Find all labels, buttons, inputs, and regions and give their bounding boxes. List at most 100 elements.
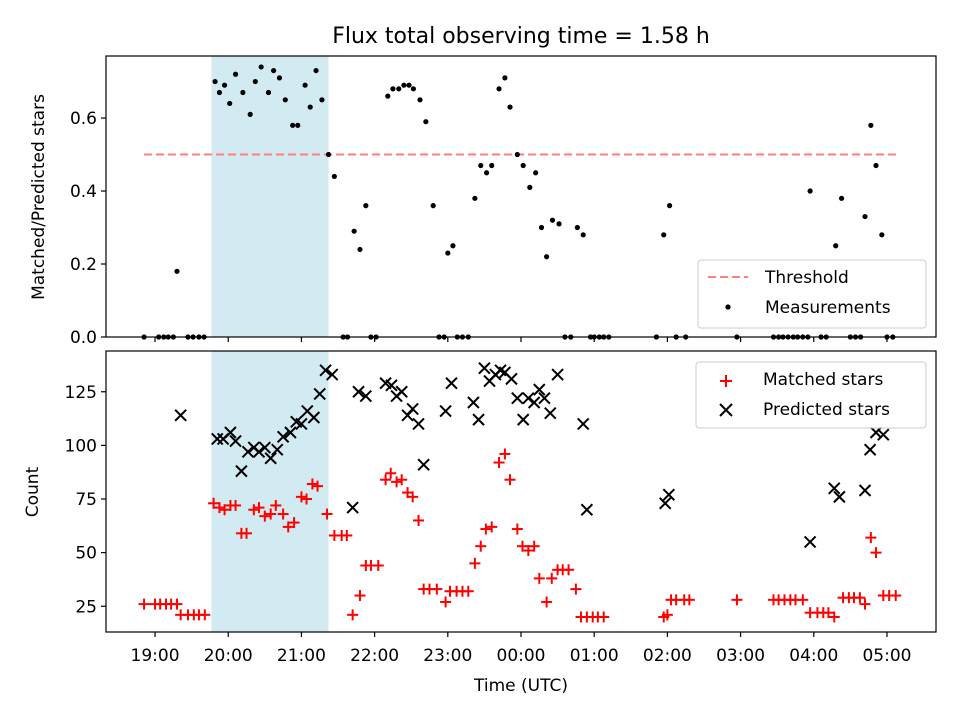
predicted-point [224, 426, 237, 439]
matched-point [731, 594, 743, 606]
measurement-point [533, 170, 539, 176]
predicted-point [406, 402, 419, 416]
matched-point [469, 557, 481, 569]
predicted-point [235, 464, 248, 478]
matched-point [396, 474, 408, 486]
predicted-point [544, 406, 557, 420]
measurement-point [478, 162, 484, 169]
matched-point [138, 598, 150, 610]
measurement-point [450, 243, 456, 249]
measurement-point [313, 67, 319, 74]
x-tick-label: 04:00 [789, 646, 838, 666]
predicted-point [533, 383, 546, 396]
predicted-point [662, 488, 676, 501]
x-tick-label: 05:00 [862, 646, 911, 666]
series-matched-stars [138, 448, 902, 623]
measurement-point [221, 82, 228, 88]
predicted-point [295, 417, 308, 431]
series-predicted-stars [174, 361, 890, 549]
predicted-point [241, 445, 255, 459]
predicted-point [417, 458, 430, 471]
measurement-point [363, 203, 369, 209]
matched-point [306, 478, 318, 490]
matched-point [865, 532, 877, 544]
count-panel: 25 50 75 100 125 19:00 20:00 21:00 22:00 23:00 00:… [65, 350, 937, 666]
predicted-point [252, 445, 266, 459]
predicted-point [877, 428, 890, 441]
predicted-point [346, 501, 359, 514]
y-tick-label: 100 [65, 436, 97, 456]
y-tick-label: 0.4 [70, 182, 97, 202]
predicted-point [313, 387, 326, 401]
x-tick-label: 21:00 [277, 646, 326, 666]
measurement-point [401, 82, 407, 88]
measurement-point [216, 89, 223, 96]
legend-matched-label: Matched stars [763, 370, 883, 390]
predicted-point [551, 368, 564, 381]
predicted-point [271, 443, 284, 456]
predicted-point [445, 376, 458, 390]
measurement-point [527, 184, 533, 190]
measurement-point [410, 86, 417, 92]
legend-matched-swatch [720, 375, 732, 387]
measurement-point [549, 217, 556, 223]
measurement-point [258, 64, 264, 70]
matched-point [413, 514, 425, 526]
measurement-point [232, 71, 239, 77]
x-tick-label: 02:00 [643, 646, 692, 666]
measurement-point [265, 89, 272, 96]
matched-point [546, 572, 558, 584]
matched-point [230, 499, 242, 511]
matched-point [385, 467, 397, 479]
measurement-point [661, 232, 667, 238]
predicted-point [284, 426, 297, 439]
legend-ratio-box [697, 259, 927, 329]
measurement-point [331, 173, 337, 180]
measurement-point [247, 111, 253, 117]
shaded-span [211, 56, 329, 337]
x-tick-label: 23:00 [423, 646, 472, 666]
matched-point [265, 508, 277, 520]
measurement-point [507, 104, 513, 110]
matched-point [440, 596, 452, 608]
measurement-point [319, 97, 325, 103]
y-tick-label: 0.0 [70, 328, 97, 348]
ratio-panel: 0.0 0.2 0.4 0.6 [70, 55, 937, 348]
matched-point [341, 529, 353, 541]
predicted-point [359, 389, 373, 403]
y-tick-label: 25 [75, 597, 97, 617]
measurement-point [351, 228, 357, 234]
measurement-point [520, 162, 526, 169]
matched-point [683, 594, 695, 606]
measurement-point [276, 75, 283, 81]
matched-point [248, 504, 260, 516]
predicted-point [211, 432, 224, 446]
measurement-point [666, 203, 673, 209]
measurement-point [302, 82, 308, 88]
predicted-point [276, 430, 290, 444]
measurement-point [873, 162, 879, 169]
measurement-point [472, 195, 478, 201]
predicted-point [264, 452, 277, 465]
predicted-point [505, 372, 518, 386]
measurement-point [868, 122, 874, 128]
measurement-point [544, 254, 550, 260]
x-tick-label: 03:00 [716, 646, 765, 666]
matched-point [528, 540, 540, 552]
measurement-point [271, 67, 277, 74]
measurement-point [838, 195, 845, 201]
matched-point [213, 502, 225, 514]
legend-count: Matched stars Predicted stars [695, 361, 927, 429]
x-tick-label: 00:00 [497, 646, 546, 666]
measurement-point [396, 86, 402, 92]
matched-point [270, 499, 282, 511]
matched-point [354, 590, 366, 602]
measurement-point [833, 243, 839, 249]
matched-point [321, 508, 333, 520]
matched-point [598, 611, 610, 623]
matched-point [462, 585, 474, 597]
measurement-point [538, 224, 545, 231]
matched-point [241, 527, 253, 539]
matched-point [312, 480, 324, 492]
